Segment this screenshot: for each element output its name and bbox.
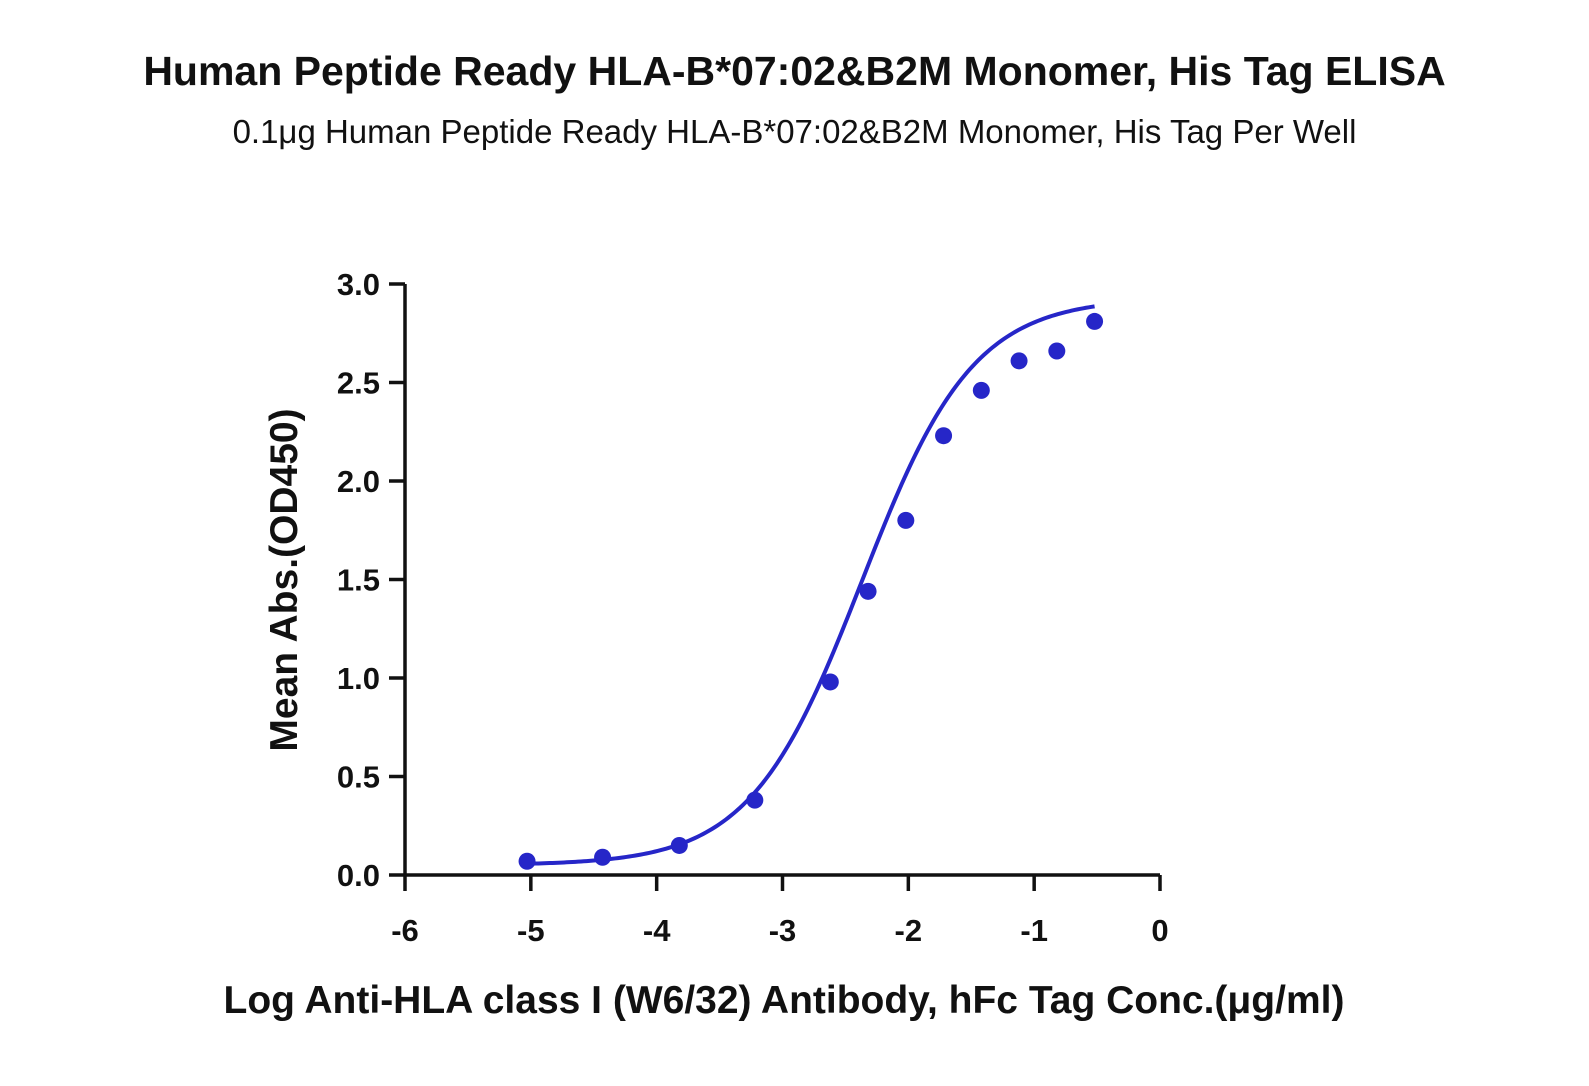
data-point xyxy=(935,427,953,445)
x-axis-title: Log Anti-HLA class I (W6/32) Antibody, h… xyxy=(224,979,1345,1022)
x-tick-label: -3 xyxy=(769,913,797,948)
axes: 0.0 0.5 1.0 1.5 2.0 2.5 3.0 -6 -5 -4 -3 -2 -1 0 xyxy=(337,267,1169,948)
data-points-layer xyxy=(518,312,1104,870)
y-tick-label: 3.0 xyxy=(337,267,380,302)
data-point xyxy=(972,381,990,399)
y-tick-label: 2.5 xyxy=(337,366,380,401)
x-tick-label: -6 xyxy=(391,913,419,948)
data-point xyxy=(859,582,877,600)
data-point xyxy=(897,511,915,529)
chart-subtitle: 0.1μg Human Peptide Ready HLA-B*07:02&B2… xyxy=(232,113,1357,150)
x-tick-label: 0 xyxy=(1151,913,1168,948)
data-point xyxy=(1010,352,1028,370)
fit-curve xyxy=(527,304,1095,866)
x-tick-label: -1 xyxy=(1020,913,1048,948)
y-axis-title: Mean Abs.(OD450) xyxy=(263,408,306,751)
data-point xyxy=(746,791,764,809)
y-tick-label: 2.0 xyxy=(337,464,380,499)
y-tick-label: 0.0 xyxy=(337,858,380,893)
data-point xyxy=(518,852,536,870)
data-point xyxy=(594,848,612,866)
data-point xyxy=(1086,312,1104,330)
data-point xyxy=(670,836,688,854)
x-tick-label: -2 xyxy=(895,913,923,948)
y-tick-label: 0.5 xyxy=(337,760,380,795)
x-tick-label: -4 xyxy=(643,913,671,948)
y-tick-label: 1.0 xyxy=(337,661,380,696)
data-point xyxy=(1048,342,1066,360)
data-point xyxy=(821,673,839,691)
y-tick-label: 1.5 xyxy=(337,563,380,598)
x-tick-label: -5 xyxy=(517,913,545,948)
fit-curve-layer xyxy=(527,304,1095,866)
chart-title: Human Peptide Ready HLA-B*07:02&B2M Mono… xyxy=(143,48,1446,94)
